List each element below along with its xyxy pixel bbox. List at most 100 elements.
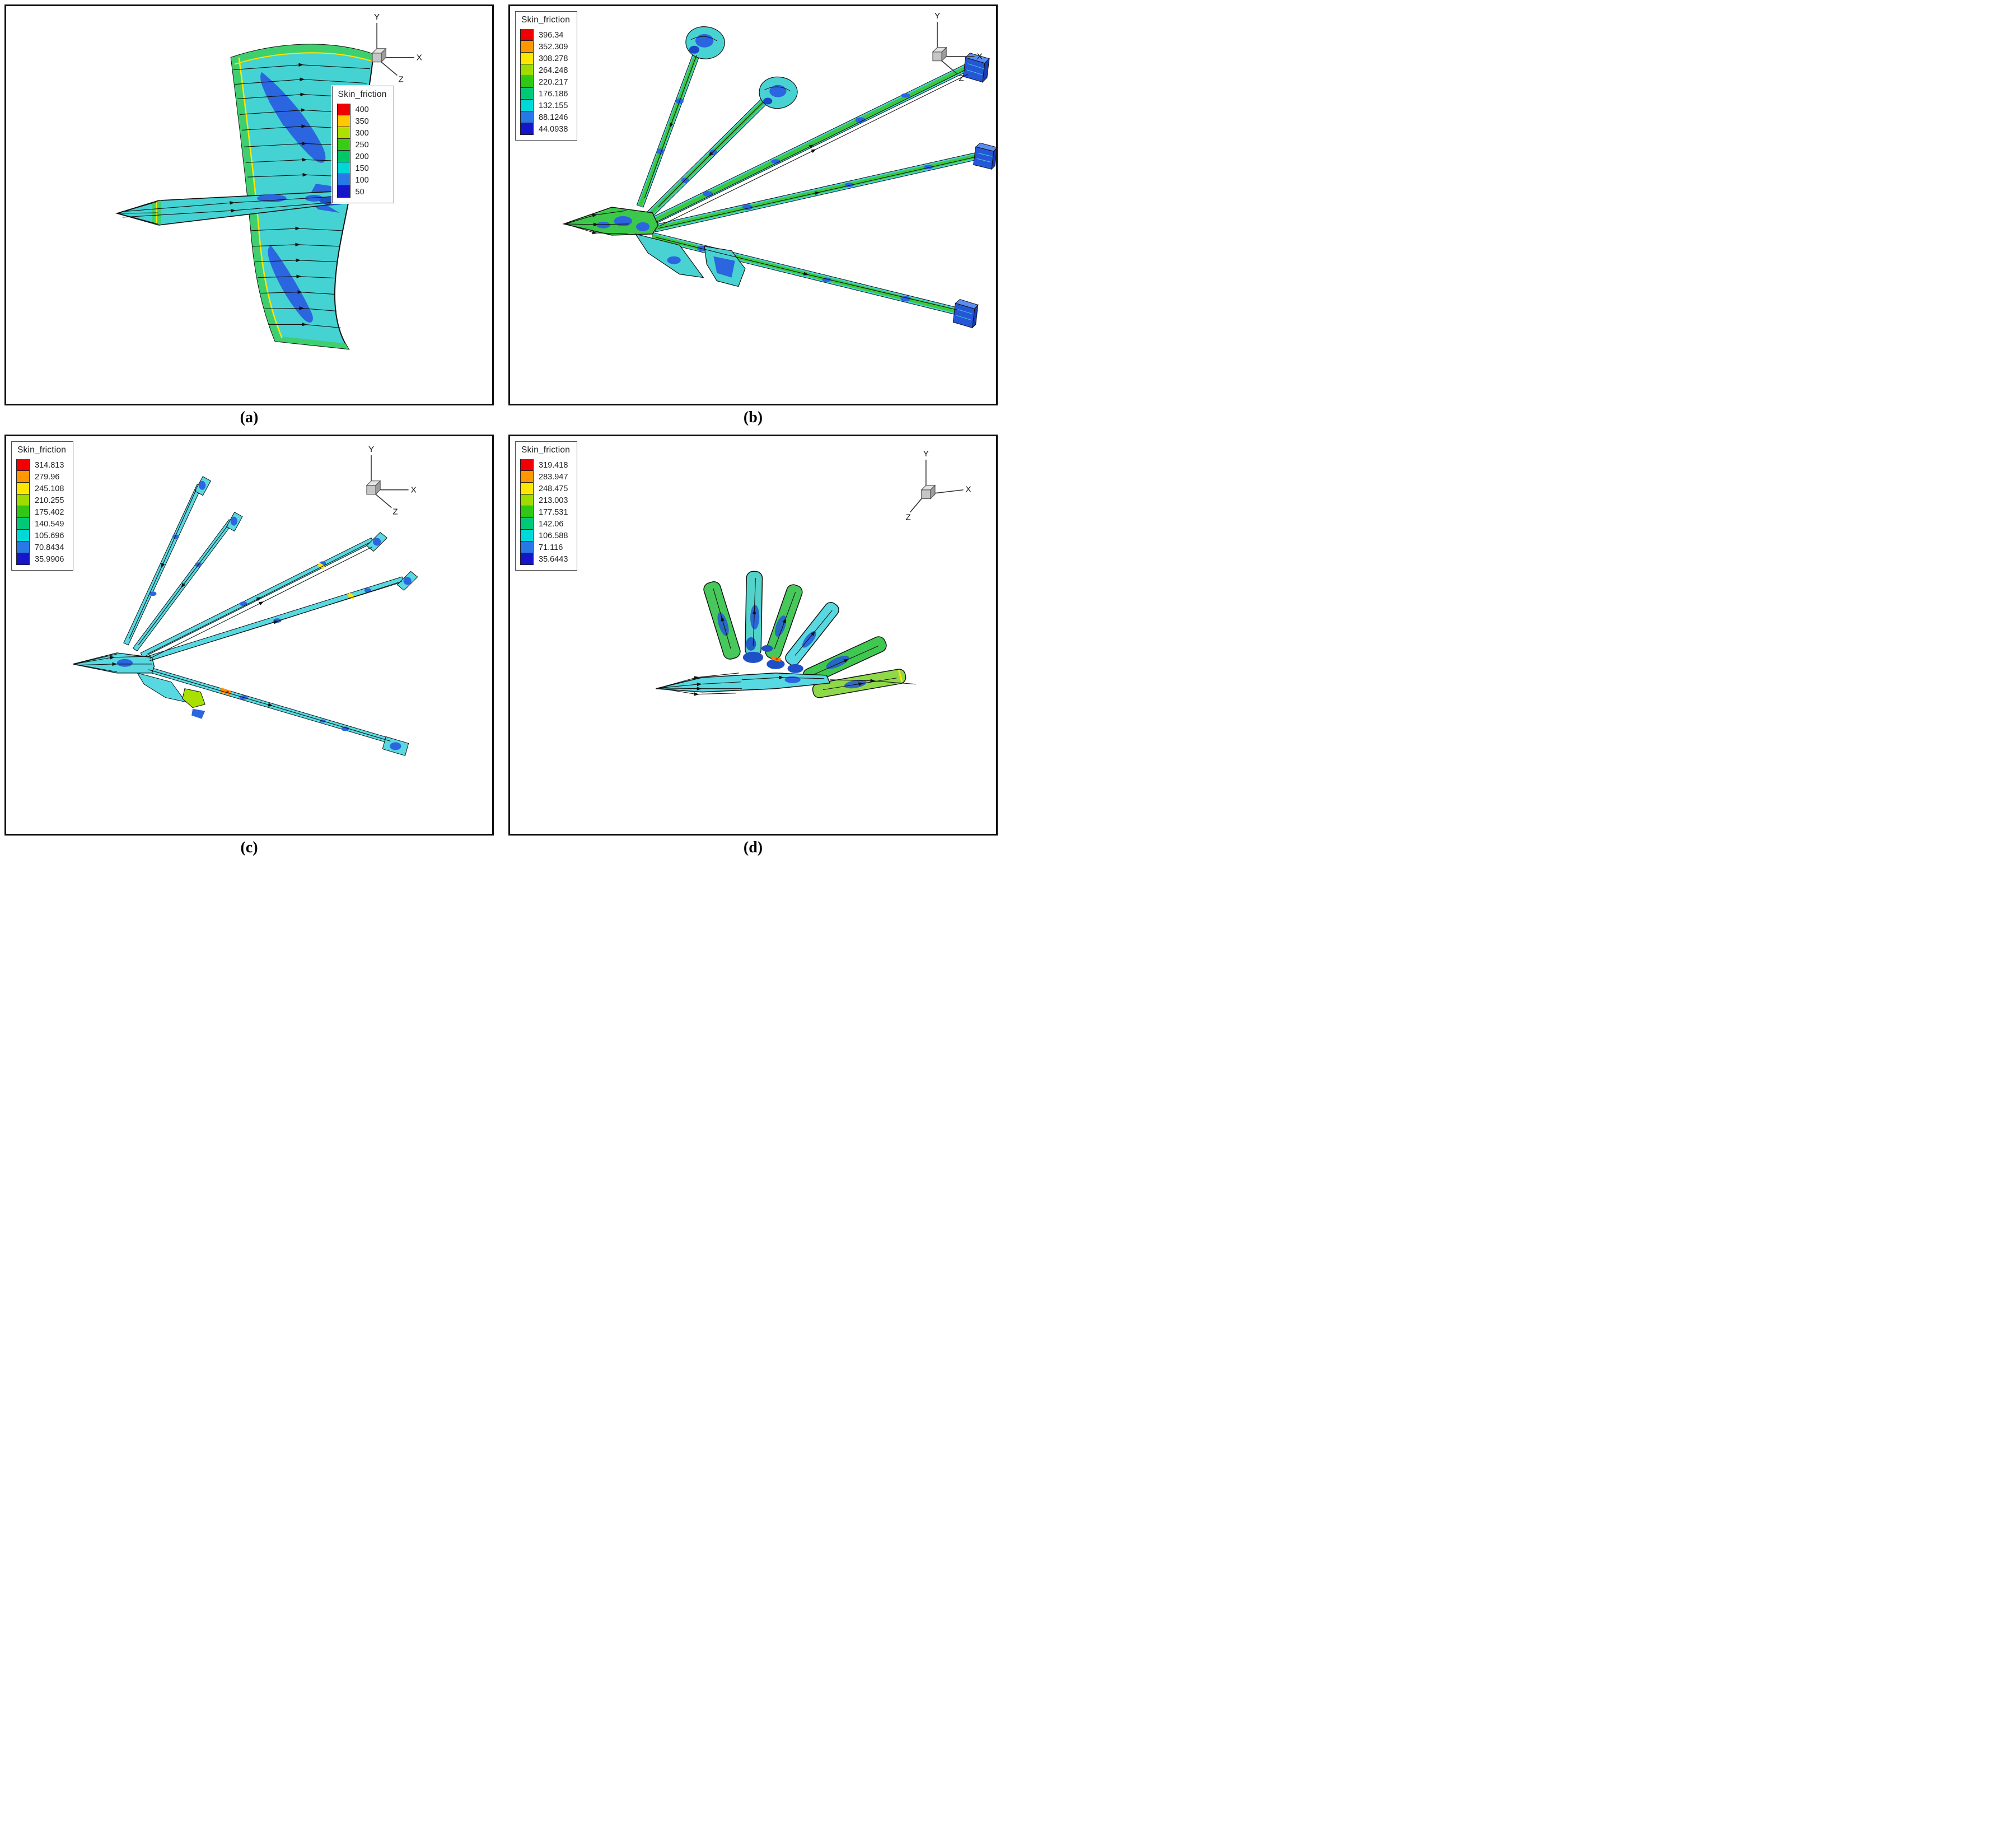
central-body: [72, 652, 155, 674]
legend-value: 250: [355, 140, 369, 150]
yellow-green-blob: [182, 688, 205, 708]
axis-label-z: Z: [959, 74, 964, 83]
wing-leading-edge-band: [231, 56, 283, 342]
legend-swatch: [520, 123, 534, 135]
legend-entry: 220.217: [520, 76, 570, 88]
figure-caption-d: (d): [743, 839, 763, 856]
legend-swatch: [336, 186, 350, 198]
axis-label-y: Y: [368, 445, 374, 454]
legend-swatch: [520, 100, 534, 111]
streamlines: [658, 673, 916, 696]
triad-cube: [366, 485, 376, 495]
legend-entry: 308.278: [520, 53, 570, 64]
legend-entry: 283.947: [520, 471, 570, 483]
legend-swatch: [336, 127, 350, 139]
tip-blue-patches: [199, 480, 412, 750]
lower-winglet: [137, 673, 187, 703]
cfd-scene-a: Y X Z: [115, 12, 422, 350]
legend-swatch: [520, 88, 534, 100]
streamlines: [74, 489, 402, 741]
legend-title: Skin_friction: [338, 90, 387, 99]
legend-value: 70.8434: [35, 543, 64, 552]
figure-cell-d: Y X Z Skin_friction 319.418 283.947 248.…: [508, 435, 998, 857]
legend-swatch: [520, 542, 534, 553]
legend-value: 283.947: [539, 472, 568, 482]
legend-value: 245.108: [35, 484, 64, 493]
nose-streamline-fan: [73, 654, 117, 673]
legend-entry: 142.06: [520, 518, 570, 530]
legend-entry: 175.402: [16, 506, 66, 518]
axis-triad: Y X Z: [932, 11, 983, 83]
central-body: [656, 673, 831, 693]
yellow-contour-line-top: [234, 52, 372, 65]
legend-swatch: [16, 542, 30, 553]
legend-value: 176.186: [539, 89, 568, 99]
tip-blue-patch: [769, 85, 787, 97]
blue-streaks: [269, 100, 296, 304]
legend-entry: 264.248: [520, 64, 570, 76]
figure-caption-b: (b): [743, 409, 763, 426]
legend-entry: 300: [336, 127, 387, 139]
legend-swatch: [520, 459, 534, 471]
legend-value: 44.0938: [539, 124, 568, 134]
hot-spot-core: [775, 657, 778, 661]
axis-label-y: Y: [923, 449, 929, 459]
skin-friction-legend: Skin_friction 396.34 352.309 308.278 264…: [515, 11, 578, 141]
axis-label-x: X: [411, 486, 417, 495]
skin-friction-legend: Skin_friction 319.418 283.947 248.475 21…: [515, 441, 578, 571]
legend-entry: 71.116: [520, 542, 570, 553]
legend-value: 71.116: [539, 543, 563, 552]
legend-swatch: [520, 530, 534, 542]
figure-cell-a: Y X Z Skin_friction 400 350 300 250 200: [4, 4, 494, 427]
legend-entry: 177.531: [520, 506, 570, 518]
legend-value: 106.588: [539, 531, 568, 540]
legend-swatch: [336, 174, 350, 186]
legend-swatch: [520, 553, 534, 565]
legend-entry: 106.588: [520, 530, 570, 542]
panel-d: Y X Z Skin_friction 319.418 283.947 248.…: [508, 435, 998, 836]
legend-swatch: [520, 111, 534, 123]
figure-caption-a: (a): [240, 409, 259, 426]
yellow-tick: [317, 562, 325, 570]
fuselage-blue-patch: [257, 194, 287, 203]
blue-jag: [191, 708, 205, 719]
wing-bottom-edge-band: [275, 336, 349, 349]
axis-label-x: X: [965, 485, 971, 494]
legend-swatch: [520, 518, 534, 530]
legend-swatch: [336, 139, 350, 151]
tip-blue-patch: [689, 45, 700, 54]
legend-value: 314.813: [35, 460, 64, 470]
legend-swatch: [520, 53, 534, 64]
legend-entry: 35.9906: [16, 553, 66, 565]
legend-entry: 105.696: [16, 530, 66, 542]
legend-value: 200: [355, 152, 369, 161]
axis-triad: Y X Z: [906, 449, 971, 522]
axis-label-z: Z: [392, 507, 398, 517]
legend-entry: 250: [336, 139, 387, 151]
legend-swatch: [520, 64, 534, 76]
legend-value: 396.34: [539, 30, 564, 40]
legend-swatch: [520, 494, 534, 506]
axis-label-z: Z: [398, 75, 403, 85]
legend-value: 352.309: [539, 42, 568, 52]
legend-entry: 88.1246: [520, 111, 570, 123]
cfd-scene-b: Y X Z: [562, 11, 996, 329]
legend-entry: 248.475: [520, 483, 570, 494]
legend-title: Skin_friction: [17, 445, 67, 455]
body-blue-patch: [614, 216, 633, 226]
axis-label-y: Y: [934, 11, 940, 21]
yellow-tick: [347, 592, 355, 600]
tip-blue-patch: [763, 97, 773, 105]
legend-swatch: [520, 471, 534, 483]
body-blue-patch: [116, 659, 133, 667]
fuselage-blue-patch: [305, 195, 324, 202]
legend-entry: 319.418: [520, 459, 570, 471]
panel-a: Y X Z Skin_friction 400 350 300 250 200: [4, 4, 494, 405]
legend-entry: 200: [336, 151, 387, 162]
legend-swatch: [520, 29, 534, 41]
axis-triad: Y X Z: [371, 12, 422, 85]
figure-cell-c: Y X Z Skin_friction 314.813 279.96 245.1…: [4, 435, 494, 857]
legend-value: 150: [355, 164, 369, 173]
end-plates: [952, 53, 996, 329]
legend-value: 177.531: [539, 507, 568, 517]
